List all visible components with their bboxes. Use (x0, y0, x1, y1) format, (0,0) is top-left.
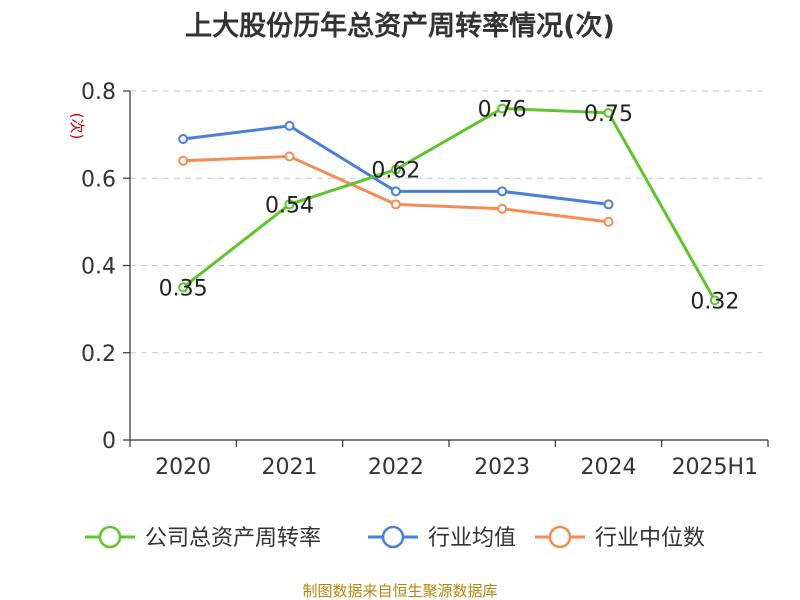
axes: 0 0.2 0.4 0.6 0.8 2020 2021 2022 2023 2024 2025H1 (81, 80, 769, 480)
series-lines (178, 103, 720, 306)
legend-label: 行业中位数 (595, 526, 705, 551)
data-point (709, 295, 720, 306)
data-labels: 0.35 0.54 0.62 0.76 0.75 0.32 (159, 97, 740, 314)
data-label: 0.35 (159, 276, 208, 301)
x-tick-label: 2023 (474, 455, 530, 480)
y-tick-label: 0.6 (81, 167, 116, 192)
legend-label: 行业均值 (428, 526, 516, 551)
data-point (497, 186, 508, 197)
legend-swatch-marker (548, 525, 572, 549)
data-point (603, 199, 614, 210)
source-note: 制图数据来自恒生聚源数据库 (302, 582, 497, 600)
series-line-0 (182, 106, 717, 302)
x-tick-label: 2024 (581, 455, 637, 480)
y-tick-label: 0.4 (81, 255, 116, 280)
x-tick-label: 2021 (262, 455, 318, 480)
data-label: 0.75 (584, 102, 633, 127)
data-point (178, 282, 189, 293)
data-point (284, 199, 295, 210)
legend: 公司总资产周转率 行业均值 行业中位数 (85, 525, 705, 551)
x-tick-label: 2022 (368, 455, 424, 480)
data-point (497, 103, 508, 114)
data-point (497, 203, 508, 214)
data-label: 0.32 (690, 289, 739, 314)
x-tick-label: 2025H1 (672, 455, 759, 480)
data-label: 0.76 (478, 97, 527, 122)
legend-swatch-marker (98, 525, 122, 549)
data-point (178, 133, 189, 144)
y-axis-label: (次) (68, 113, 86, 140)
data-point (284, 151, 295, 162)
data-point (390, 164, 401, 175)
data-label: 0.54 (265, 193, 314, 218)
chart-title: 上大股份历年总资产周转率情况(次) (185, 10, 615, 42)
data-label: 0.62 (371, 159, 420, 184)
data-point (390, 199, 401, 210)
data-point (603, 107, 614, 118)
gridlines (130, 90, 768, 354)
x-tick-label: 2020 (155, 455, 211, 480)
y-tick-label: 0.2 (81, 342, 116, 367)
legend-swatch-marker (381, 525, 405, 549)
data-point (390, 186, 401, 197)
data-point (603, 216, 614, 227)
y-tick-label: 0.8 (81, 80, 116, 105)
data-point (178, 155, 189, 166)
legend-label: 公司总资产周转率 (145, 526, 321, 551)
data-point (284, 120, 295, 131)
y-tick-label: 0 (102, 429, 116, 454)
